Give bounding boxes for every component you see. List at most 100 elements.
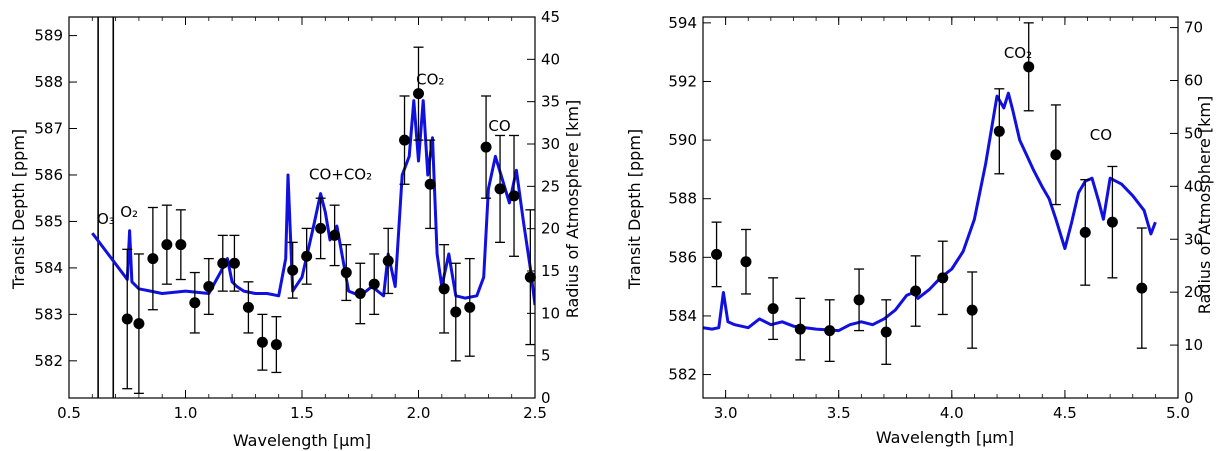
chart-left-data-point: [399, 95, 411, 185]
chart-right-xtick-label: 4.5: [1053, 404, 1077, 422]
chart-right-annotation: CO₂: [1004, 44, 1032, 62]
chart-right-ytick-label: 594: [668, 14, 697, 32]
chart-left-data-point: [121, 248, 133, 390]
chart-right-data-point: [910, 255, 922, 327]
chart-left-xlabel: Wavelength [μm]: [233, 431, 371, 450]
chart-left-ytick-label: 584: [34, 259, 63, 277]
chart-left-data-point: [315, 197, 327, 260]
chart-left-y2tick-label: 10: [541, 304, 560, 322]
chart-right-y2tick-label: 0: [1184, 389, 1194, 407]
chart-left-data-point: [287, 241, 299, 299]
chart-right-annotation: CO: [1090, 126, 1112, 144]
chart-left-data-point: [301, 227, 313, 285]
chart-left-data-point: [480, 95, 492, 199]
chart-right-data-point: [1106, 165, 1118, 279]
chart-left-y2tick-label: 40: [541, 50, 560, 68]
chart-left-xtick-label: 1.5: [290, 404, 314, 422]
chart-right-model-line: [703, 91, 1157, 333]
chart-right-y2tick-label: 30: [1184, 230, 1203, 248]
chart-right-ytick-label: 584: [668, 307, 697, 325]
chart-right-xlabel: Wavelength [μm]: [876, 428, 1014, 447]
chart-left: Wavelength [μm] Transit Depth [ppm] Radi…: [9, 8, 582, 450]
chart-right-y2tick-label: 10: [1184, 336, 1203, 354]
chart-left-ylabel: Transit Depth [ppm]: [9, 129, 28, 290]
chart-right-data-point: [1079, 179, 1091, 286]
chart-left-y2tick-label: 20: [541, 220, 560, 238]
chart-left-data-point: [450, 262, 462, 362]
chart-left-data-point: [368, 253, 380, 316]
chart-left-data-point: [228, 234, 240, 292]
chart-left-data-point: [508, 134, 520, 257]
chart-left-ytick-label: 586: [34, 166, 63, 184]
chart-left-data-point: [203, 257, 215, 316]
chart-left-data-point: [147, 206, 159, 311]
chart-right: Wavelength [μm] Transit Depth [ppm] Radi…: [625, 14, 1214, 447]
chart-right-data-point: [1136, 227, 1148, 349]
chart-left-annotation: CO+CO₂: [309, 166, 372, 184]
chart-left-model-line: [91, 99, 535, 306]
chart-right-y2tick-label: 70: [1184, 19, 1203, 37]
chart-left-data-point: [354, 262, 366, 325]
chart-left-data-point: [329, 204, 341, 267]
chart-left-ytick-label: 582: [34, 352, 63, 370]
chart-right-frame: [702, 16, 1179, 399]
chart-left-data-point: [413, 46, 424, 141]
chart-left-xtick-label: 2.0: [407, 404, 431, 422]
chart-left-annotation: CO₂: [416, 70, 444, 88]
chart-right-data-point: [880, 299, 892, 365]
chart-left-ytick-label: 587: [34, 120, 63, 138]
chart-left-ytick-label: 585: [34, 212, 63, 230]
chart-right-ytick-label: 592: [668, 72, 697, 90]
chart-right-y2label: Radius of Atmosphere [km]: [1195, 96, 1214, 315]
chart-left-data-point: [524, 209, 536, 346]
chart-right-ylabel: Transit Depth [ppm]: [625, 129, 644, 290]
chart-left-data-point: [242, 281, 254, 334]
chart-left-data-point: [161, 204, 173, 285]
chart-right-data-point: [937, 240, 949, 316]
chart-left-y2tick-label: 15: [541, 262, 560, 280]
chart-left-y2tick-label: 30: [541, 135, 560, 153]
chart-left-ytick-label: 589: [34, 27, 63, 45]
chart-left-data-point: [189, 271, 201, 334]
chart-left-annotation: O₃: [97, 210, 115, 228]
chart-right-data-point: [711, 221, 723, 288]
chart-left-data-point: [340, 244, 352, 302]
chart-right-y2tick-label: 60: [1184, 72, 1203, 90]
chart-left-data-point: [270, 316, 282, 374]
chart-left-annotation: O₂: [120, 203, 138, 221]
chart-right-data-point: [794, 297, 806, 361]
chart-right-data-point: [740, 228, 752, 295]
chart-left-data-point: [464, 257, 476, 357]
chart-left-data-point: [175, 209, 187, 281]
chart-left-data-point: [424, 139, 436, 230]
chart-right-xtick-label: 3.0: [714, 404, 738, 422]
chart-right-data-point: [824, 299, 836, 363]
chart-right-data-point: [853, 268, 865, 332]
chart-left-xtick-label: 0.5: [57, 404, 81, 422]
chart-left-data-point: [217, 234, 229, 292]
chart-left-ytick-label: 588: [34, 73, 63, 91]
chart-left-y2tick-label: 5: [541, 347, 551, 365]
chart-right-ytick-label: 586: [668, 248, 697, 266]
chart-right-ytick-label: 582: [668, 366, 697, 384]
chart-left-y2tick-label: 35: [541, 93, 560, 111]
chart-left-data-point: [382, 227, 394, 295]
chart-right-data-point: [1050, 104, 1062, 206]
chart-right-data-point: [966, 271, 978, 349]
chart-left-data-point: [133, 253, 145, 395]
chart-right-ytick-label: 588: [668, 190, 697, 208]
chart-right-xtick-label: 4.0: [940, 404, 964, 422]
chart-right-data-point: [1023, 22, 1035, 112]
chart-right-xtick-label: 5.0: [1166, 404, 1190, 422]
chart-right-xtick-label: 3.5: [827, 404, 851, 422]
chart-left-ytick-label: 583: [34, 305, 63, 323]
chart-left-y2tick-label: 45: [541, 8, 560, 26]
chart-left-xtick-label: 2.5: [523, 404, 547, 422]
chart-right-y2tick-label: 40: [1184, 177, 1203, 195]
chart-right-data-point: [767, 277, 779, 341]
chart-right-y2tick-label: 50: [1184, 124, 1203, 142]
chart-left-data-point: [438, 244, 450, 334]
chart-left-annotation: CO: [488, 117, 510, 135]
chart-right-data-point: [993, 88, 1005, 175]
